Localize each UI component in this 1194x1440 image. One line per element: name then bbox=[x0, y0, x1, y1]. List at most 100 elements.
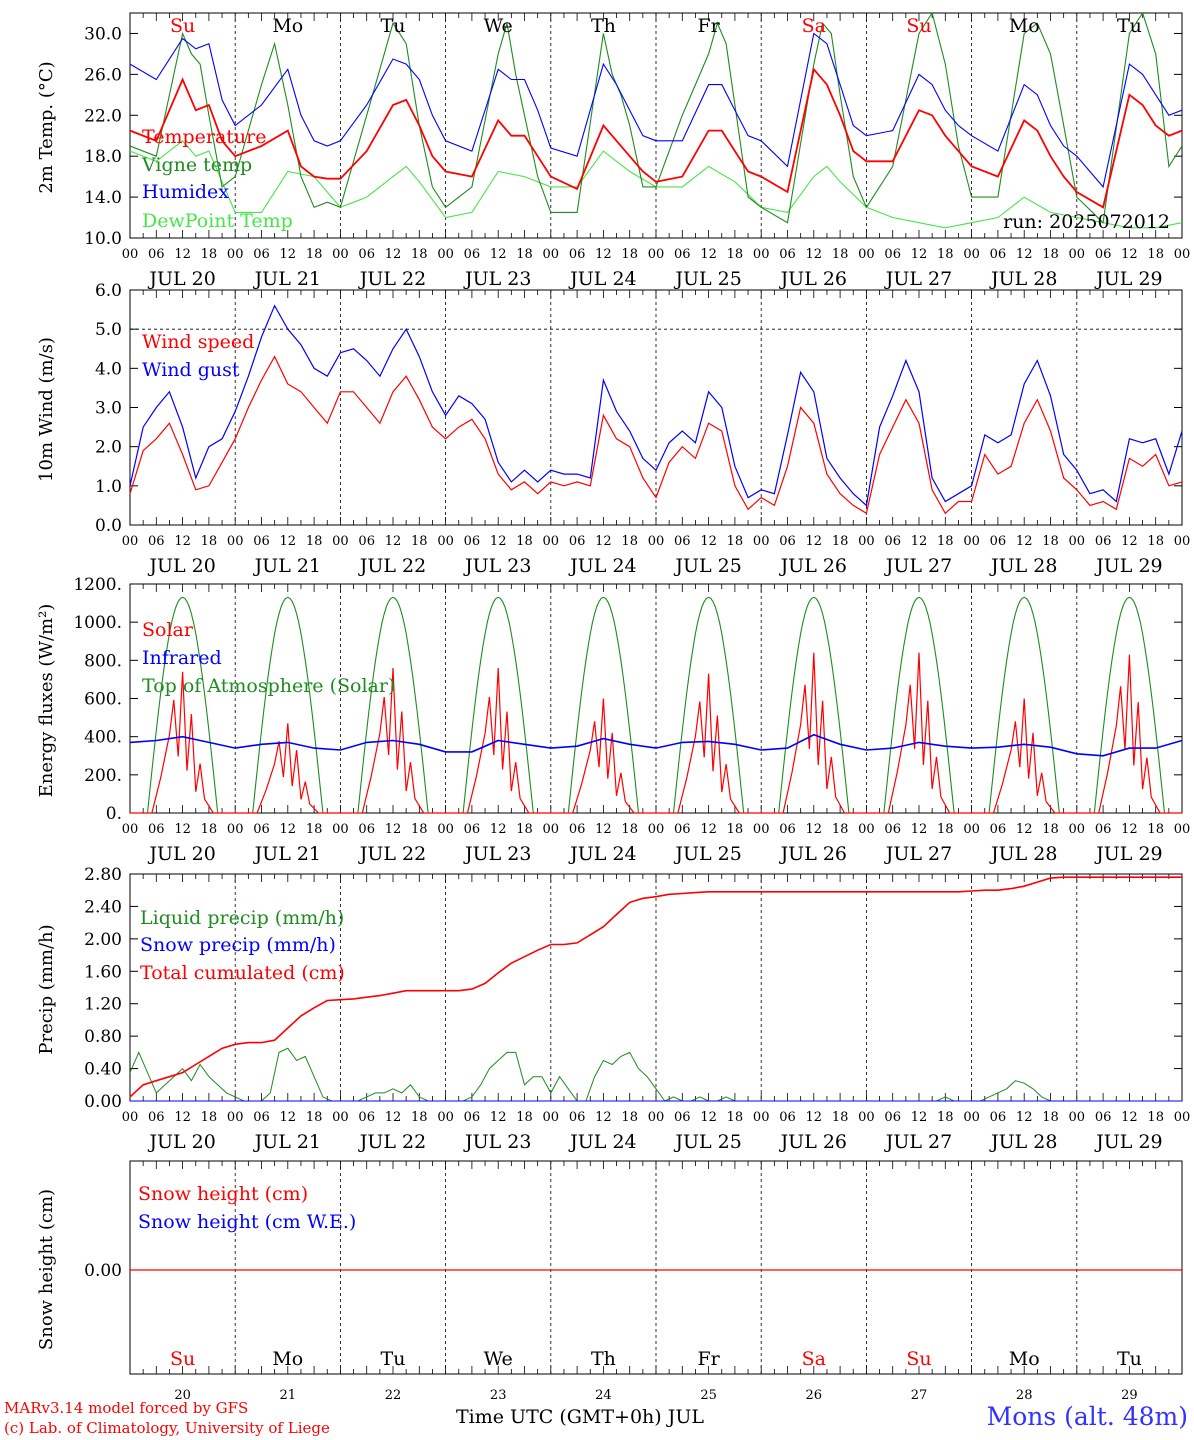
x-hour-label: 06 bbox=[884, 822, 901, 837]
x-date-label: JUL 20 bbox=[147, 1131, 215, 1153]
x-hour-label: 12 bbox=[1121, 247, 1138, 262]
x-hour-label: 00 bbox=[122, 822, 139, 837]
weekday-label: Mo bbox=[1009, 15, 1040, 37]
y-tick-label: 2.40 bbox=[84, 897, 122, 917]
weekday-label: Su bbox=[170, 15, 195, 37]
x-hour-label: 06 bbox=[253, 534, 270, 549]
x-date-label: JUL 27 bbox=[884, 268, 952, 290]
x-hour-label: 00 bbox=[858, 247, 875, 262]
x-date-label: JUL 28 bbox=[989, 1131, 1057, 1153]
x-hour-label: 06 bbox=[569, 822, 586, 837]
x-hour-label: 06 bbox=[779, 534, 796, 549]
y-tick-label: 1000. bbox=[73, 613, 122, 633]
x-hour-label: 00 bbox=[1174, 1110, 1191, 1125]
x-hour-label: 12 bbox=[385, 822, 402, 837]
x-hour-label: 12 bbox=[911, 822, 928, 837]
x-hour-label: 06 bbox=[569, 247, 586, 262]
legend-entry: DewPoint Temp bbox=[142, 210, 293, 232]
x-hour-label: 18 bbox=[937, 247, 954, 262]
x-date-label: JUL 25 bbox=[673, 555, 741, 577]
weekday-label: Th bbox=[591, 1348, 616, 1370]
plot-frame bbox=[129, 12, 1183, 239]
weekday-label: Mo bbox=[1009, 1348, 1040, 1370]
x-hour-label: 18 bbox=[201, 247, 218, 262]
weekday-label: We bbox=[484, 15, 513, 37]
x-hour-label: 00 bbox=[1069, 1110, 1086, 1125]
x-hour-label: 00 bbox=[963, 1110, 980, 1125]
x-hour-label: 18 bbox=[1147, 534, 1164, 549]
weekday-label: Su bbox=[170, 1348, 195, 1370]
y-tick-label: 0.00 bbox=[84, 1261, 122, 1281]
x-hour-label: 18 bbox=[1147, 1110, 1164, 1125]
x-hour-label: 12 bbox=[1121, 822, 1138, 837]
x-hour-label: 18 bbox=[516, 822, 533, 837]
x-date-label: JUL 24 bbox=[568, 555, 636, 577]
legend-entry: Snow precip (mm/h) bbox=[140, 934, 336, 956]
x-hour-label: 06 bbox=[1095, 534, 1112, 549]
x-hour-label: 18 bbox=[306, 247, 323, 262]
legend-entry: Temperature bbox=[142, 126, 266, 148]
x-hour-label: 18 bbox=[937, 1110, 954, 1125]
x-date-label: JUL 26 bbox=[779, 555, 847, 577]
panel-wind: 0.0 1.0 2.0 3.0 4.0 5.0 6.0 10m Wind (m/s) Wind … bbox=[36, 281, 1190, 577]
x-hour-label: 00 bbox=[963, 534, 980, 549]
x-hour-label: 06 bbox=[779, 247, 796, 262]
weekday-label: Fr bbox=[697, 1348, 720, 1370]
y-tick-label: 0.40 bbox=[84, 1060, 122, 1080]
y-tick-label: 400. bbox=[84, 728, 122, 748]
x-date-label: JUL 28 bbox=[989, 843, 1057, 865]
x-hour-label: 00 bbox=[1174, 534, 1191, 549]
x-hour-label: 00 bbox=[858, 534, 875, 549]
x-date-label: JUL 23 bbox=[463, 1131, 531, 1153]
x-hour-label: 06 bbox=[148, 1110, 165, 1125]
x-date-label: JUL 20 bbox=[147, 555, 215, 577]
legend-entry: Liquid precip (mm/h) bbox=[140, 907, 344, 929]
x-hour-label: 06 bbox=[674, 1110, 691, 1125]
x-hour-label: 18 bbox=[832, 534, 849, 549]
day-number-label: 25 bbox=[700, 1388, 717, 1403]
panel-temperature: 10.0 14.0 18.0 22.0 26.0 30.0 2m Temp. (°C) Su M… bbox=[36, 12, 1190, 290]
x-date-label: JUL 25 bbox=[673, 843, 741, 865]
y-tick-label: 200. bbox=[84, 766, 122, 786]
x-hour-label: 00 bbox=[858, 1110, 875, 1125]
day-number-label: 26 bbox=[806, 1388, 823, 1403]
x-hour-label: 00 bbox=[543, 822, 560, 837]
x-hour-label: 18 bbox=[727, 822, 744, 837]
weekday-label: Tu bbox=[381, 1348, 406, 1370]
x-hour-label: 18 bbox=[1147, 247, 1164, 262]
x-hour-label: 00 bbox=[648, 534, 665, 549]
x-hour-label: 18 bbox=[937, 822, 954, 837]
station-name: Mons (alt. 48m) bbox=[986, 1402, 1188, 1431]
x-hour-label: 12 bbox=[595, 534, 612, 549]
y-tick-label: 18.0 bbox=[84, 147, 122, 167]
legend-entry: Vigne temp bbox=[141, 154, 252, 176]
y-tick-label: 0.00 bbox=[84, 1092, 122, 1112]
x-date-label: JUL 22 bbox=[358, 555, 426, 577]
x-hour-label: 18 bbox=[1147, 822, 1164, 837]
x-hour-label: 12 bbox=[1121, 534, 1138, 549]
y-tick-label: 10.0 bbox=[84, 229, 122, 249]
x-hour-label: 00 bbox=[227, 822, 244, 837]
x-hour-label: 06 bbox=[569, 534, 586, 549]
x-hour-label: 00 bbox=[753, 534, 770, 549]
legend-entry: Solar bbox=[142, 619, 194, 641]
x-hour-label: 00 bbox=[227, 534, 244, 549]
x-hour-label: 00 bbox=[122, 1110, 139, 1125]
x-hour-label: 12 bbox=[806, 1110, 823, 1125]
x-date-label: JUL 20 bbox=[147, 268, 215, 290]
x-hour-label: 00 bbox=[332, 1110, 349, 1125]
x-hour-label: 06 bbox=[779, 822, 796, 837]
x-hour-label: 00 bbox=[1069, 822, 1086, 837]
y-tick-label: 1200. bbox=[73, 575, 122, 595]
x-hour-label: 18 bbox=[306, 822, 323, 837]
x-hour-label: 06 bbox=[1095, 247, 1112, 262]
x-hour-label: 12 bbox=[700, 247, 717, 262]
x-hour-label: 12 bbox=[174, 247, 191, 262]
y-tick-label: 22.0 bbox=[84, 106, 122, 126]
panel-precip: 0.00 0.40 0.80 1.20 1.60 2.00 2.40 2.80 Precip (… bbox=[36, 865, 1190, 1153]
x-hour-label: 00 bbox=[543, 247, 560, 262]
model-credit-line1: MARv3.14 model forced by GFS bbox=[4, 1399, 249, 1417]
x-axis-title: Time UTC (GMT+0h) JUL bbox=[456, 1406, 704, 1428]
x-hour-label: 18 bbox=[411, 534, 428, 549]
x-hour-label: 06 bbox=[148, 247, 165, 262]
